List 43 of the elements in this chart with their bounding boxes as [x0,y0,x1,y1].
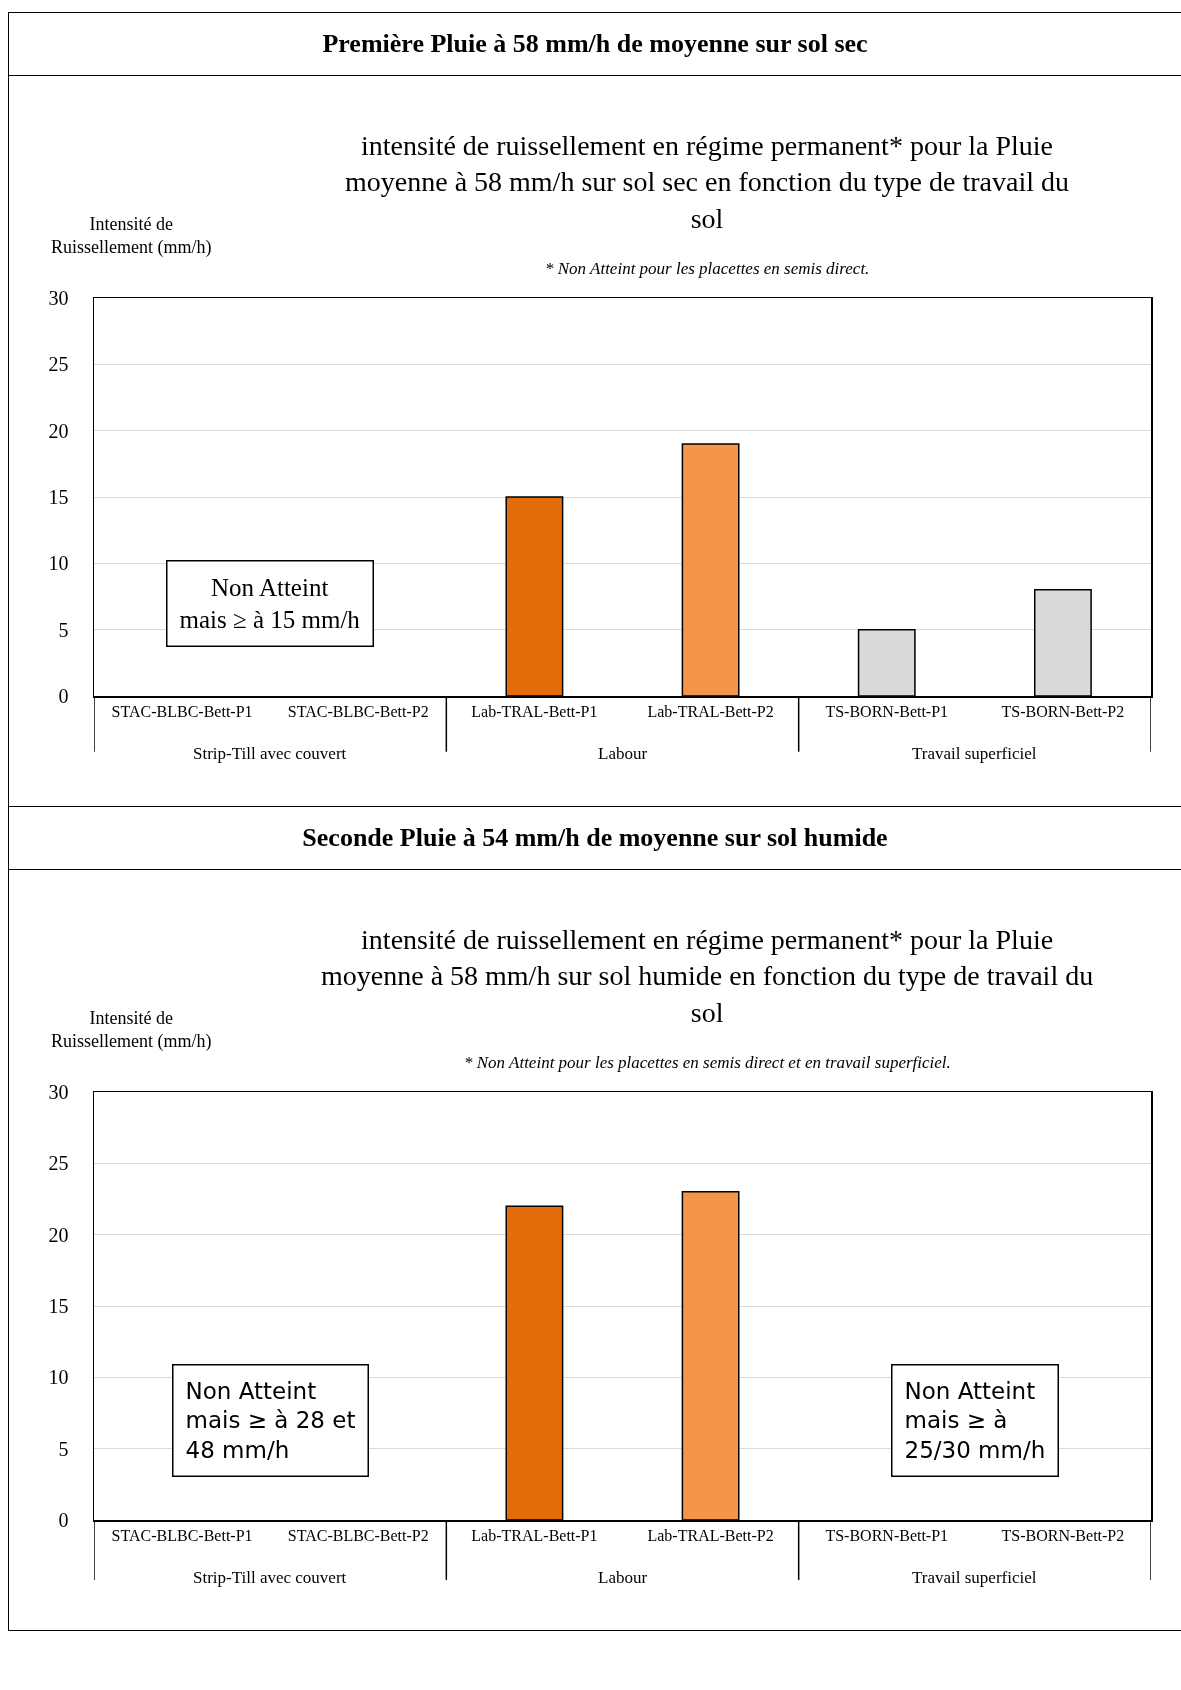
y-tick-label: 10 [48,1366,69,1389]
y-tick-label: 0 [58,1509,69,1531]
x-tick-label: Lab-TRAL-Bett-P2 [647,1526,774,1544]
x-tick-label: STAC-BLBC-Bett-P2 [287,702,429,720]
annotation: Non Atteint mais ≥ à 25/30 mm/h [904,1377,1046,1464]
annotation: Non Atteint mais ≥ à 15 mm/h [179,573,361,633]
text: Strip-Till avec couvert [193,744,347,763]
x-tick-label: STAC-BLBC-Bett-P1 [111,702,253,720]
text: * Non Atteint pour les placettes en semis direct. [545,259,870,278]
chart-title: Première Pluie à 58 mm/h de moyenne sur sol sec [9,13,1181,76]
y-axis-title: Intensité de Ruissellement (mm/h) [51,214,212,259]
x-tick-label: Lab-TRAL-Bett-P1 [471,702,598,720]
y-tick-label: 30 [48,287,69,309]
annotation: Non Atteint mais ≥ à 28 et 48 mm/h [185,1377,356,1464]
y-tick-label: 10 [48,552,69,575]
text: Labour [598,1568,648,1587]
y-tick-label: 20 [48,419,69,442]
text: Labour [598,744,648,763]
x-tick-label: Lab-TRAL-Bett-P2 [647,702,774,720]
y-tick-label: 30 [48,1081,69,1103]
chart-subtitle: intensité de ruissellement en régime permanent* pour la Pluie moyenne à 58 mm/h sur sol humide en fonction du type de travail du sol [321,924,1094,1028]
text: Travail superficiel [912,1568,1037,1587]
chart-subtitle: intensité de ruissellement en régime permanent* pour la Pluie moyenne à 58 mm/h sur sol sec en fonction du type de travail du sol [345,130,1069,234]
x-tick-label: TS-BORN-Bett-P1 [825,702,949,720]
y-tick-label: 0 [58,685,69,707]
text: Strip-Till avec couvert [193,1568,347,1587]
x-tick-label: TS-BORN-Bett-P2 [1001,702,1125,720]
x-tick-label: TS-BORN-Bett-P1 [825,1526,949,1544]
y-tick-label: 15 [48,1295,69,1317]
text: Travail superficiel [912,744,1037,763]
x-tick-label: STAC-BLBC-Bett-P1 [111,1526,253,1544]
chart-title: Seconde Pluie à 54 mm/h de moyenne sur sol humide [9,807,1181,870]
y-tick-label: 5 [58,1437,69,1460]
y-tick-label: 15 [48,486,69,508]
y-tick-label: 5 [58,618,69,641]
x-tick-label: STAC-BLBC-Bett-P2 [287,1526,429,1544]
y-tick-label: 25 [48,353,69,376]
x-tick-label: Lab-TRAL-Bett-P1 [471,1526,598,1544]
y-tick-label: 25 [48,1152,69,1175]
y-axis-title: Intensité de Ruissellement (mm/h) [51,1008,212,1053]
x-tick-label: TS-BORN-Bett-P2 [1001,1526,1125,1544]
text: * Non Atteint pour les placettes en semis direct et en travail superficiel. [464,1053,951,1072]
y-tick-label: 20 [48,1223,69,1246]
